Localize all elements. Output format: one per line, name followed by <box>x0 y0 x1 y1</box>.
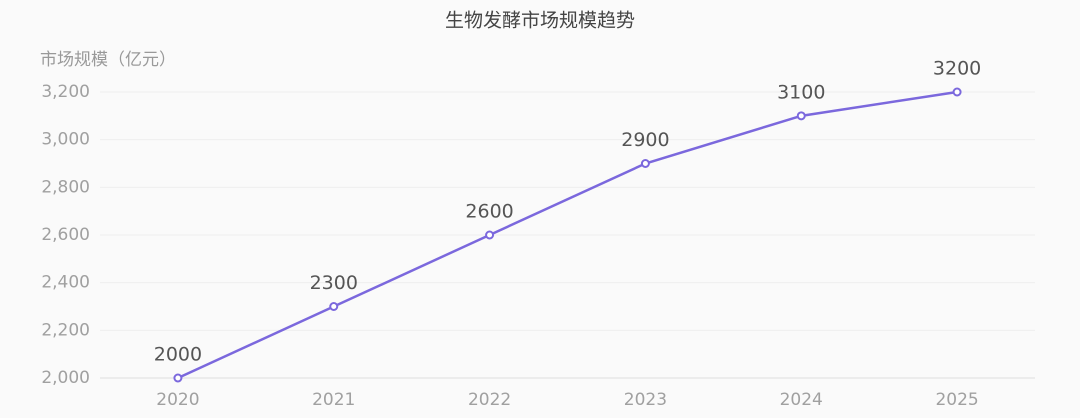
x-tick-label: 2022 <box>468 390 511 410</box>
y-tick-label: 2,400 <box>41 273 90 293</box>
y-tick-label: 2,000 <box>41 368 90 388</box>
data-label: 3100 <box>777 81 825 103</box>
data-label: 2900 <box>621 129 669 151</box>
point <box>640 159 650 168</box>
point <box>485 230 495 240</box>
y-tick-label: 2,600 <box>41 225 90 245</box>
x-tick-label: 2023 <box>624 390 667 410</box>
line <box>177 90 958 380</box>
x-tick-label: 2025 <box>935 390 978 410</box>
x-tick-label: 2024 <box>780 390 823 410</box>
data-label: 2600 <box>465 201 513 223</box>
y-tick-label: 2,200 <box>41 320 90 340</box>
data-label: 2300 <box>310 272 358 294</box>
y-tick-label: 2,800 <box>41 177 90 197</box>
chart-title: 生物发酵市场规模趋势 <box>445 10 635 32</box>
y-tick-label: 3,000 <box>41 130 90 150</box>
point <box>173 373 183 383</box>
x-tick-label: 2021 <box>312 390 355 410</box>
x-tick-label: 2020 <box>156 390 199 410</box>
y-axis-title: 市场规模（亿元） <box>40 50 176 70</box>
point <box>952 87 962 97</box>
data-label: 2000 <box>154 344 202 366</box>
y-tick-label: 3,200 <box>41 82 90 102</box>
point <box>796 111 806 121</box>
data-label: 3200 <box>933 58 981 80</box>
point <box>329 302 339 311</box>
